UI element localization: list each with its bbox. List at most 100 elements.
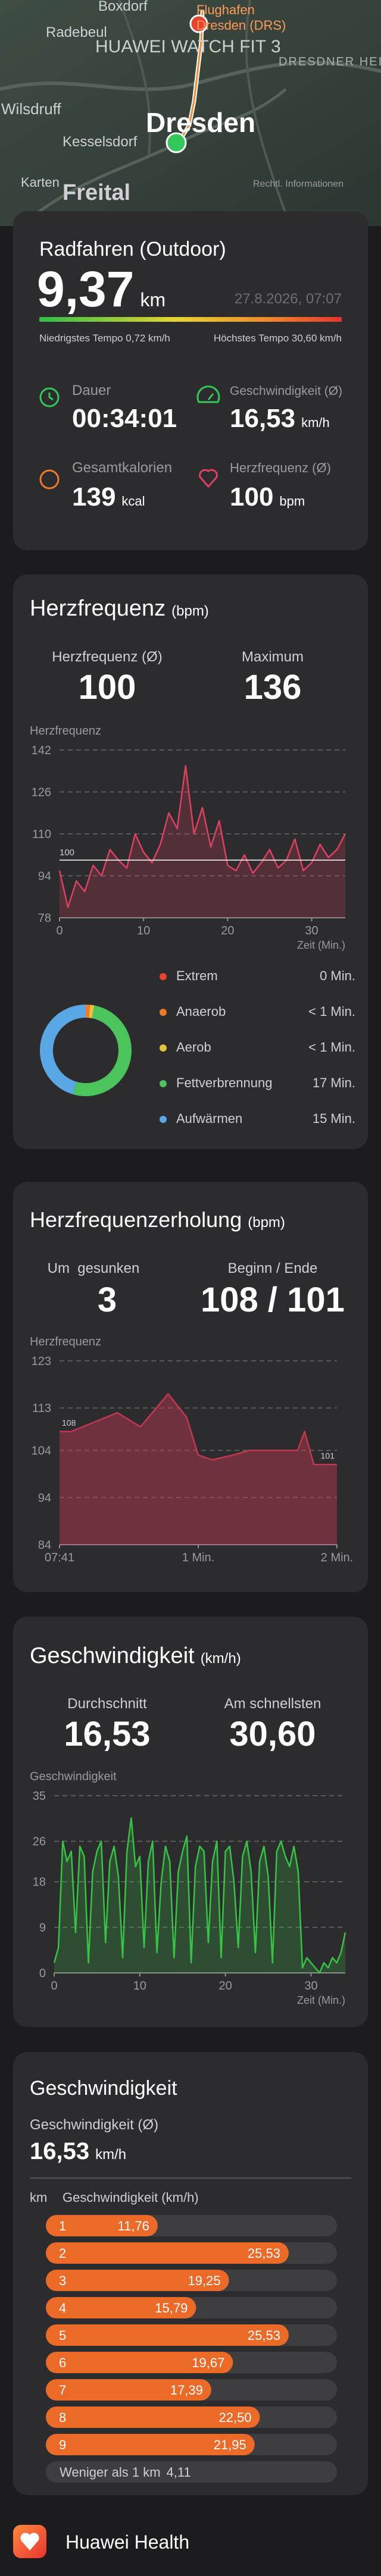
stat-label: Beginn / Ende	[228, 1260, 318, 1276]
reference-label: 100	[60, 848, 74, 858]
metric-value: 139	[72, 482, 115, 512]
x-tick-label: 10	[137, 924, 150, 937]
bar	[46, 2434, 255, 2455]
value-label: 25,53	[248, 2246, 280, 2261]
value-label: 11,76	[118, 2219, 149, 2233]
map-label: Wilsdruff	[1, 100, 61, 118]
metric-label: Geschwindigkeit (Ø)	[230, 384, 342, 398]
stat-value: 3	[98, 1281, 117, 1319]
section-unit: (bpm)	[171, 603, 209, 619]
value-label: 19,25	[188, 2273, 221, 2288]
legend-label: Aerob	[176, 1040, 211, 1055]
x-tick-label: 0	[56, 924, 63, 937]
legend-swatch	[160, 1080, 167, 1087]
avg-unit: km/h	[95, 2147, 126, 2163]
y-tick-label: 113	[32, 1402, 51, 1415]
y-tick-label: 18	[33, 1876, 46, 1889]
legend-value: 17 Min.	[313, 1075, 355, 1090]
legend-swatch	[160, 973, 167, 980]
heart-icon	[199, 469, 218, 488]
y-tick-label: 0	[39, 1967, 46, 1980]
heart-rate-card	[13, 575, 368, 1149]
stat-label: Durchschnitt	[67, 1696, 147, 1712]
start-marker	[189, 14, 208, 33]
avg-label: Geschwindigkeit (Ø)	[30, 2117, 158, 2133]
row-label: 6	[59, 2355, 66, 2370]
y-tick-label: 9	[39, 1921, 46, 1934]
map-label[interactable]: Rechtl. Informationen	[253, 179, 343, 189]
stat-label: Am schnellsten	[224, 1696, 321, 1712]
y-tick-label: 26	[33, 1835, 46, 1849]
row-label: 7	[59, 2383, 66, 2398]
y-axis-title: Herzfrequenz	[30, 1335, 101, 1348]
y-tick-label: 35	[33, 1790, 46, 1803]
x-tick-label: 2 Min.	[321, 1551, 353, 1564]
legend-label: Aufwärmen	[176, 1111, 242, 1126]
tempo-gradient	[39, 317, 342, 322]
legend-swatch	[160, 1009, 167, 1016]
stat-value: 108 / 101	[201, 1281, 345, 1319]
legend-swatch	[160, 1044, 167, 1052]
section-title: Geschwindigkeit	[30, 1643, 195, 1668]
map-label: DRESDNER HEIDE	[279, 55, 381, 68]
app-name[interactable]: Huawei Health	[65, 2531, 189, 2553]
x-tick-label: 20	[221, 924, 234, 937]
remainder-label: Weniger als 1 km	[60, 2465, 161, 2480]
row-label: 5	[59, 2328, 66, 2343]
x-tick-label: 10	[133, 1979, 146, 1993]
map-label: Freital	[63, 180, 130, 205]
section-unit: (bpm)	[248, 1215, 285, 1231]
metric-label: Gesamtkalorien	[72, 460, 172, 476]
bar	[46, 2215, 158, 2236]
y-tick-label: 78	[38, 912, 51, 925]
avg-value: 16,53	[30, 2138, 89, 2164]
legend-value: 0 Min.	[320, 968, 355, 983]
section-title: Herzfrequenzerholung	[30, 1207, 242, 1232]
map-label: Dresden (DRS)	[196, 18, 286, 33]
bar	[46, 2379, 211, 2401]
series-line	[58, 765, 346, 908]
map-label: Dresden	[146, 107, 255, 138]
value-label: 21,95	[214, 2437, 246, 2452]
max-speed: Höchstes Tempo 30,60 km/h	[214, 332, 342, 344]
stat-label: Maximum	[242, 649, 304, 665]
distance-unit: km	[140, 289, 166, 310]
x-axis-title: Zeit (Min.)	[297, 939, 345, 951]
bar-track	[46, 2461, 337, 2483]
bar	[46, 2297, 196, 2318]
series-line	[60, 1393, 337, 1466]
row-label: 9	[59, 2437, 66, 2452]
speed-icon	[207, 393, 214, 400]
min-speed: Niedrigstes Tempo 0,72 km/h	[39, 332, 170, 344]
stat-value: 16,53	[64, 1715, 150, 1753]
distance: 9,37	[37, 261, 135, 317]
legend-value: < 1 Min.	[308, 1004, 355, 1019]
map-road	[118, 0, 151, 155]
remainder-value: 4,11	[167, 2465, 191, 2480]
y-tick-label: 126	[32, 786, 51, 799]
calories-icon	[39, 469, 60, 490]
series-area	[60, 765, 345, 918]
metric-label: Herzfrequenz (Ø)	[230, 460, 331, 475]
row-label: 1	[59, 2219, 66, 2233]
y-axis-title: Herzfrequenz	[30, 724, 101, 738]
donut-segment	[89, 1005, 95, 1019]
metric-value: 00:34:01	[72, 404, 177, 433]
legend-value: < 1 Min.	[308, 1040, 355, 1055]
value-label: 25,53	[248, 2328, 280, 2343]
map-label: Kesselsdorf	[63, 134, 138, 150]
legend-swatch	[160, 1116, 167, 1123]
section-unit: (km/h)	[201, 1651, 241, 1667]
app-icon	[20, 2533, 39, 2550]
section-title: Geschwindigkeit	[30, 2077, 177, 2100]
legend-label: Extrem	[176, 968, 218, 983]
donut-segment	[40, 1005, 86, 1094]
map-label: HUAWEI WATCH FIT 3	[95, 37, 281, 57]
y-tick-label: 142	[32, 744, 51, 757]
recovery-card	[13, 1182, 368, 1592]
bar	[46, 2352, 233, 2373]
legend-label: Fettverbrennung	[176, 1075, 272, 1090]
bar	[46, 2242, 289, 2264]
x-tick-label: 20	[219, 1979, 232, 1993]
section-title: Herzfrequenz	[30, 596, 165, 621]
